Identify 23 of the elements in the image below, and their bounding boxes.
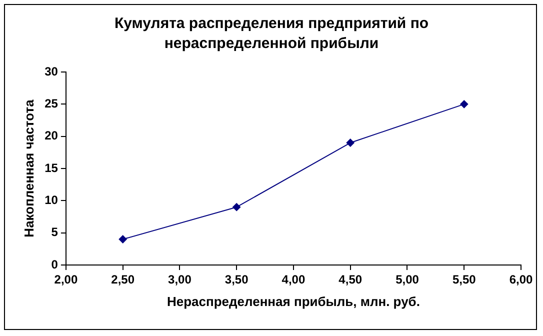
chart-title: Кумулята распределения предприятий по нераспределенной прибыли — [113, 14, 430, 54]
y-tick-label: 30 — [44, 64, 58, 78]
y-tick-label: 20 — [44, 128, 58, 143]
x-tick-label: 5,00 — [396, 272, 420, 287]
x-tick-label: 4,00 — [282, 272, 306, 287]
y-axis-title: Накопленная частота — [21, 98, 36, 238]
point — [460, 100, 468, 108]
point — [118, 235, 127, 244]
x-tick-label: 4,50 — [338, 272, 362, 287]
x-axis-title: Нераспределенная прибыль, млн. руб. — [166, 294, 420, 309]
y-tick-label: 10 — [44, 192, 58, 207]
x-tick-label: 3,00 — [168, 272, 192, 287]
x-tick-label: 3,50 — [224, 272, 249, 287]
point — [346, 138, 354, 147]
y-tick-label: 15 — [44, 160, 58, 175]
x-tick-label: 5,50 — [452, 272, 476, 287]
y-tick-label: 0 — [51, 257, 58, 272]
y-tick-label: 5 — [51, 225, 58, 240]
x-tick-label: 2,50 — [111, 272, 135, 287]
point — [232, 203, 241, 212]
x-tick-label: 6,00 — [509, 272, 533, 287]
x-tick-label: 2,00 — [54, 272, 78, 287]
y-tick-label: 25 — [44, 96, 58, 110]
